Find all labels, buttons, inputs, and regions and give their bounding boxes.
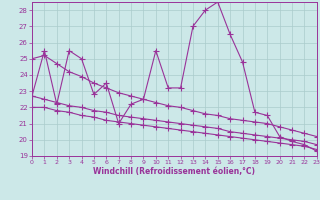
X-axis label: Windchill (Refroidissement éolien,°C): Windchill (Refroidissement éolien,°C) (93, 167, 255, 176)
